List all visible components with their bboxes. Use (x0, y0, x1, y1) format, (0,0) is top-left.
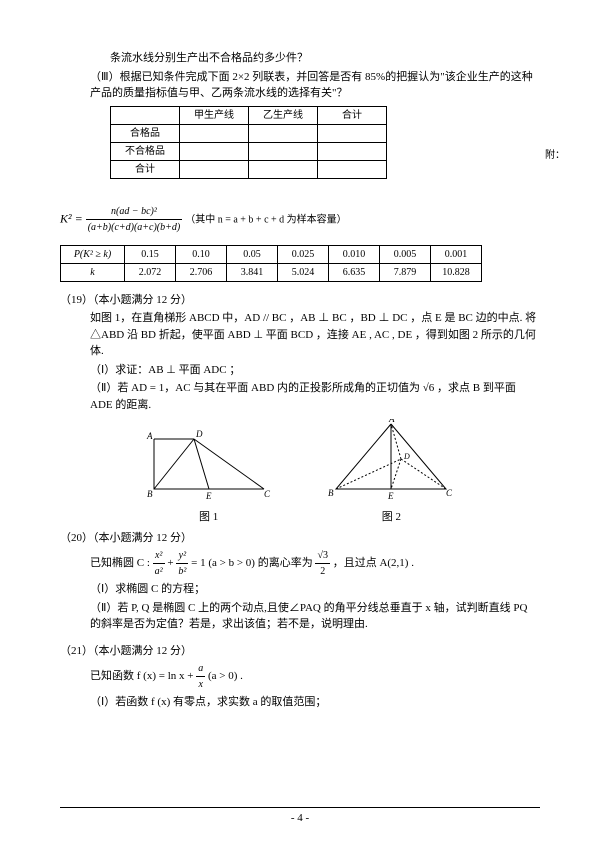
ptable-r5: 6.635 (329, 263, 380, 281)
ct-r3c1 (180, 160, 249, 178)
q20-p2: （Ⅱ）若 P, Q 是椭圆 C 上的两个动点,且使∠PAQ 的角平分线总垂直于 … (90, 600, 540, 633)
svg-text:C: C (446, 488, 453, 498)
ct-r2c3 (318, 142, 387, 160)
page-footer: - 4 - (60, 807, 540, 827)
contingency-table: 甲生产线 乙生产线 合计 合格品 不合格品 合计 (110, 106, 387, 179)
svg-text:D: D (195, 429, 203, 439)
figures-row: A D B E C 图 1 A B C D E 图 2 (60, 419, 540, 526)
ct-r3c3 (318, 160, 387, 178)
ptable-r7: 10.828 (431, 263, 482, 281)
ptable-h4: 0.025 (278, 245, 329, 263)
q21-frac-den: x (196, 677, 205, 692)
ptable-r1: 2.072 (125, 263, 176, 281)
q18-part2-tail: 条流水线分别生产出不合格品约多少件？ (110, 50, 540, 67)
svg-text:B: B (328, 488, 334, 498)
ct-r2c0: 不合格品 (111, 142, 180, 160)
q20-frac1-den: a² (153, 564, 165, 579)
q18-part3-label: （Ⅲ） (90, 71, 120, 83)
q19-body: 如图 1，在直角梯形 ABCD 中，AD // BC ，AB ⊥ BC ，BD … (90, 310, 540, 360)
ptable-h2: 0.10 (176, 245, 227, 263)
ct-r1c1 (180, 124, 249, 142)
k2-note: （其中 n = a + b + c + d 为样本容量） (185, 214, 346, 225)
ptable-r3: 3.841 (227, 263, 278, 281)
svg-text:C: C (264, 489, 271, 499)
ptable-r4: 5.024 (278, 263, 329, 281)
q20-frac2-num: y² (176, 548, 188, 564)
footer-line (60, 807, 540, 808)
figure-2: A B C D E (316, 419, 466, 509)
probability-table: P(K² ≥ k) 0.15 0.10 0.05 0.025 0.010 0.0… (60, 245, 482, 282)
ptable-h6: 0.005 (380, 245, 431, 263)
k2-num: n(ad − bc)² (86, 204, 183, 220)
page-number: - 4 - (291, 812, 309, 824)
ptable-h7: 0.001 (431, 245, 482, 263)
ptable-r6: 7.879 (380, 263, 431, 281)
ptable-h0: P(K² ≥ k) (61, 245, 125, 263)
q20-body: 已知椭圆 C : x²a² + y²b² = 1 (a > b > 0) 的离心… (90, 548, 540, 579)
q20-p1: （Ⅰ）求椭圆 C 的方程； (90, 581, 540, 598)
fig1-caption: 图 1 (199, 511, 218, 523)
q21-p1: （Ⅰ）若函数 f (x) 有零点，求实数 a 的取值范围； (90, 694, 540, 711)
q20-ecc-num: √3 (315, 548, 330, 564)
ptable-r2: 2.706 (176, 263, 227, 281)
k2-formula: K² = n(ad − bc)² (a+b)(c+d)(a+c)(b+d) （其… (60, 204, 540, 235)
ct-col2: 乙生产线 (249, 106, 318, 124)
q20-body-post: ，且过点 A(2,1) . (333, 557, 414, 569)
q18-part3: （Ⅲ）根据已知条件完成下面 2×2 列联表，并回答是否有 85%的把握认为"该企… (90, 69, 540, 102)
fig2-caption: 图 2 (382, 511, 401, 523)
q19-p1: （Ⅰ）求证：AB ⊥ 平面 ADC ； (90, 362, 540, 379)
ct-r2c1 (180, 142, 249, 160)
page: 条流水线分别生产出不合格品约多少件？ （Ⅲ）根据已知条件完成下面 2×2 列联表… (0, 0, 600, 848)
ct-col1: 甲生产线 (180, 106, 249, 124)
svg-text:A: A (388, 419, 395, 424)
ct-r3c0: 合计 (111, 160, 180, 178)
q20-body-mid: = 1 (a > b > 0) 的离心率为 (191, 557, 315, 569)
q19-header: （19）（本小题满分 12 分） (60, 292, 540, 309)
q19-p2: （Ⅱ）若 AD = 1，AC 与其在平面 ABD 内的正投影所成角的正切值为 √… (90, 380, 540, 413)
svg-text:E: E (205, 491, 212, 501)
q18-part3-text: 根据已知条件完成下面 2×2 列联表，并回答是否有 85%的把握认为"该企业生产… (90, 71, 533, 100)
ct-r1c2 (249, 124, 318, 142)
ptable-r0: k (61, 263, 125, 281)
q20-frac2-den: b² (176, 564, 188, 579)
ct-col0 (111, 106, 180, 124)
q21-body: 已知函数 f (x) = ln x + ax (a > 0) . (90, 661, 540, 692)
q21-header: （21）（本小题满分 12 分） (60, 643, 540, 660)
q21-frac-num: a (196, 661, 205, 677)
q20-body-pre: 已知椭圆 C : (90, 557, 150, 569)
svg-text:E: E (387, 491, 394, 501)
ptable-h3: 0.05 (227, 245, 278, 263)
svg-text:A: A (146, 431, 153, 441)
ptable-h5: 0.010 (329, 245, 380, 263)
q21-body-pre: 已知函数 f (x) = ln x + (90, 670, 196, 682)
ptable-h1: 0.15 (125, 245, 176, 263)
svg-text:B: B (147, 489, 153, 499)
ct-col3: 合计 (318, 106, 387, 124)
ct-r1c3 (318, 124, 387, 142)
svg-text:D: D (403, 452, 410, 461)
ct-r1c0: 合格品 (111, 124, 180, 142)
q20-ecc-den: 2 (315, 564, 330, 579)
k2-left: K² = (60, 211, 83, 225)
appendix-label: 附： (545, 148, 565, 163)
q20-frac1-num: x² (153, 548, 165, 564)
q20-header: （20）（本小题满分 12 分） (60, 530, 540, 547)
ct-r2c2 (249, 142, 318, 160)
k2-den: (a+b)(c+d)(a+c)(b+d) (86, 220, 183, 235)
ct-r3c2 (249, 160, 318, 178)
figure-1: A D B E C (134, 429, 284, 509)
q21-body-post: (a > 0) . (208, 670, 243, 682)
